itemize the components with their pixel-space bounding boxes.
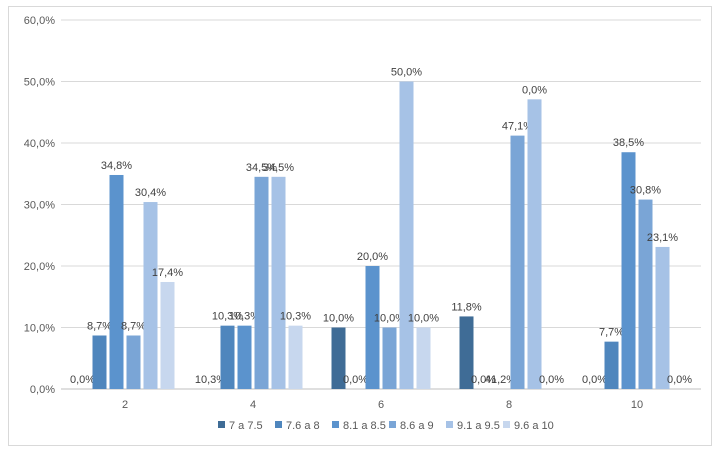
bar: [655, 246, 670, 389]
bar: [126, 335, 141, 389]
legend-label: 9.6 a 10: [514, 420, 554, 432]
bar-chart: 0,0%10,0%20,0%30,0%40,0%50,0%60,0%0,0%8,…: [24, 15, 701, 432]
bar: [604, 341, 619, 389]
chart-frame: 0,0% 10,0% 20,0% 30,0% 40,0% 50,0% 60,0% 0,0% 8,…: [8, 6, 712, 446]
bar: [271, 176, 286, 389]
data-label: 41,2%: [485, 374, 516, 386]
x-tick-label: 2: [122, 399, 128, 411]
bar: [220, 325, 235, 389]
bar: [416, 327, 431, 389]
data-label: 10,3%: [229, 311, 260, 323]
legend-swatch: [446, 421, 453, 428]
y-tick-label: 10,0%: [24, 323, 55, 335]
bar: [399, 81, 414, 389]
y-tick-label: 20,0%: [24, 261, 55, 273]
bar: [237, 325, 252, 389]
x-tick-label: 10: [631, 399, 643, 411]
data-label: 7,7%: [599, 327, 624, 339]
data-label: 34,8%: [101, 160, 132, 172]
bar: [254, 176, 269, 389]
data-label: 11,8%: [451, 301, 482, 313]
x-tick-label: 8: [506, 399, 512, 411]
data-label: 34,5%: [263, 162, 294, 174]
data-label: 8,7%: [121, 320, 146, 332]
bar: [331, 327, 346, 389]
data-label: 0,0%: [539, 374, 564, 386]
data-label: 10,0%: [374, 313, 405, 325]
data-label: 34,5%: [246, 162, 277, 174]
y-tick-label: 60,0%: [24, 15, 55, 27]
data-label: 8,7%: [87, 320, 112, 332]
data-label: 50,0%: [391, 67, 422, 79]
bar: [510, 135, 525, 389]
y-tick-label: 30,0%: [24, 200, 55, 212]
data-label: 10,0%: [408, 313, 439, 325]
bar: [92, 335, 107, 389]
data-label: 0,0%: [582, 374, 607, 386]
data-label: 30,8%: [630, 185, 661, 197]
legend-swatch: [389, 421, 396, 428]
legend-swatch: [275, 421, 282, 428]
data-label: 10,3%: [280, 311, 311, 323]
bar: [459, 316, 474, 389]
x-tick-label: 6: [378, 399, 384, 411]
legend-swatch: [503, 421, 510, 428]
data-label: 23,1%: [647, 232, 678, 244]
y-tick-label: 40,0%: [24, 138, 55, 150]
bar: [621, 152, 636, 389]
data-label: 0,0%: [343, 374, 368, 386]
legend-swatch: [218, 421, 225, 428]
legend-label: 7.6 a 8: [286, 420, 320, 432]
data-label: 10,3%: [212, 311, 243, 323]
legend-label: 8.1 a 8.5: [343, 420, 386, 432]
data-label: 10,3%: [195, 374, 226, 386]
data-label: 0,0%: [522, 84, 547, 96]
x-tick-label: 4: [250, 399, 256, 411]
data-label: 10,0%: [323, 313, 354, 325]
data-label: 17,4%: [152, 267, 183, 279]
data-label: 47,1%: [502, 121, 533, 133]
bar: [638, 199, 653, 389]
y-tick-label: 50,0%: [24, 77, 55, 89]
data-label: 0,0%: [70, 374, 95, 386]
bar: [160, 281, 175, 389]
data-label: 38,5%: [613, 137, 644, 149]
bar: [288, 325, 303, 389]
legend-swatch: [332, 421, 339, 428]
data-label: 20,0%: [357, 251, 388, 263]
bar: [527, 99, 542, 390]
bar: [109, 174, 124, 389]
data-label: 30,4%: [135, 187, 166, 199]
legend-label: 9.1 a 9.5: [457, 420, 500, 432]
data-label: 0,0%: [667, 374, 692, 386]
bar: [365, 266, 380, 389]
legend-label: 7 a 7.5: [229, 420, 263, 432]
y-tick-label: 0,0%: [30, 384, 55, 396]
bar: [143, 202, 158, 389]
legend-label: 8.6 a 9: [400, 420, 434, 432]
bar: [382, 327, 397, 389]
data-label: 0,0%: [471, 374, 496, 386]
